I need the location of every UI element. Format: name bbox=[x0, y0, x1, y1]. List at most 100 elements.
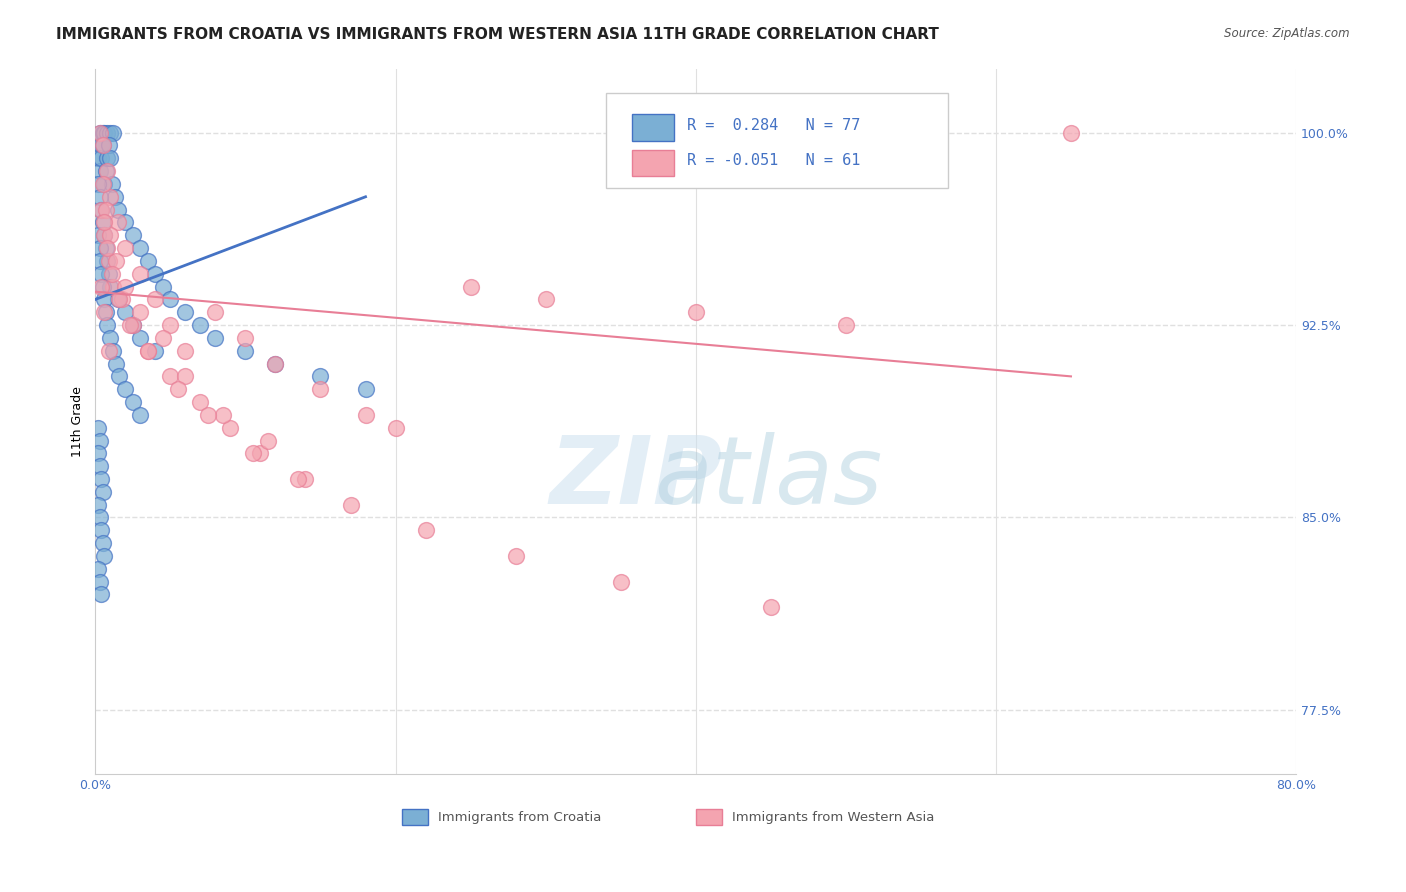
Point bbox=[264, 357, 287, 371]
Point bbox=[94, 241, 117, 255]
Point bbox=[174, 343, 197, 358]
Point bbox=[107, 293, 129, 307]
Point bbox=[97, 254, 120, 268]
Point bbox=[87, 498, 110, 512]
Point bbox=[145, 343, 167, 358]
Point bbox=[96, 318, 118, 332]
Point bbox=[204, 305, 226, 319]
Point bbox=[97, 138, 120, 153]
Text: IMMIGRANTS FROM CROATIA VS IMMIGRANTS FROM WESTERN ASIA 11TH GRADE CORRELATION C: IMMIGRANTS FROM CROATIA VS IMMIGRANTS FR… bbox=[56, 27, 939, 42]
Point bbox=[89, 164, 111, 178]
Point bbox=[89, 574, 111, 589]
Point bbox=[89, 126, 111, 140]
Point bbox=[309, 382, 332, 396]
Point bbox=[122, 318, 145, 332]
Point bbox=[93, 126, 115, 140]
Point bbox=[90, 524, 112, 538]
Point bbox=[190, 318, 212, 332]
Point bbox=[609, 574, 631, 589]
Bar bbox=[633, 114, 673, 141]
Point bbox=[415, 524, 437, 538]
Bar bbox=[633, 150, 673, 177]
Point bbox=[90, 279, 112, 293]
Point bbox=[136, 343, 159, 358]
Point bbox=[294, 472, 316, 486]
Text: R =  0.284   N = 77: R = 0.284 N = 77 bbox=[688, 118, 860, 133]
Point bbox=[90, 202, 112, 217]
Point bbox=[87, 420, 110, 434]
Point bbox=[108, 293, 131, 307]
Point bbox=[93, 228, 115, 243]
Point bbox=[93, 305, 115, 319]
Text: ZIP: ZIP bbox=[550, 432, 723, 524]
Point bbox=[98, 126, 121, 140]
Point bbox=[159, 318, 181, 332]
Point bbox=[89, 241, 111, 255]
Point bbox=[174, 305, 197, 319]
Point bbox=[90, 267, 112, 281]
Point bbox=[174, 369, 197, 384]
Point bbox=[204, 331, 226, 345]
Point bbox=[129, 331, 152, 345]
Point bbox=[101, 177, 124, 191]
Point bbox=[1060, 126, 1083, 140]
Bar bbox=[402, 809, 427, 825]
Point bbox=[87, 151, 110, 165]
Point bbox=[96, 151, 118, 165]
Point bbox=[97, 343, 120, 358]
Point bbox=[91, 177, 114, 191]
Point bbox=[94, 164, 117, 178]
Point bbox=[90, 472, 112, 486]
Point bbox=[287, 472, 309, 486]
Point bbox=[103, 343, 125, 358]
Point bbox=[93, 215, 115, 229]
Point bbox=[159, 369, 181, 384]
Point bbox=[91, 138, 114, 153]
Point bbox=[87, 228, 110, 243]
Point bbox=[89, 126, 111, 140]
Point bbox=[242, 446, 264, 460]
Point bbox=[107, 202, 129, 217]
Point bbox=[96, 164, 118, 178]
Point bbox=[98, 279, 121, 293]
Text: Immigrants from Western Asia: Immigrants from Western Asia bbox=[731, 811, 934, 823]
Point bbox=[118, 318, 141, 332]
Point bbox=[122, 228, 145, 243]
Point bbox=[91, 484, 114, 499]
Point bbox=[460, 279, 482, 293]
Point bbox=[235, 343, 257, 358]
Point bbox=[96, 254, 118, 268]
Point bbox=[235, 331, 257, 345]
Point bbox=[105, 254, 128, 268]
Point bbox=[129, 267, 152, 281]
Point bbox=[197, 408, 219, 422]
Point bbox=[103, 126, 125, 140]
Point bbox=[89, 190, 111, 204]
Point bbox=[122, 395, 145, 409]
Point bbox=[91, 126, 114, 140]
Point bbox=[89, 254, 111, 268]
Point bbox=[90, 151, 112, 165]
Point bbox=[309, 369, 332, 384]
Point bbox=[93, 293, 115, 307]
Point bbox=[87, 177, 110, 191]
Point bbox=[91, 279, 114, 293]
Point bbox=[145, 293, 167, 307]
Point bbox=[505, 549, 527, 563]
Point bbox=[114, 382, 136, 396]
Point bbox=[167, 382, 190, 396]
Point bbox=[129, 408, 152, 422]
Point bbox=[129, 305, 152, 319]
Point bbox=[114, 305, 136, 319]
Point bbox=[219, 420, 242, 434]
Y-axis label: 11th Grade: 11th Grade bbox=[72, 386, 84, 457]
Point bbox=[91, 215, 114, 229]
Point bbox=[90, 202, 112, 217]
Point bbox=[354, 382, 377, 396]
Point bbox=[257, 434, 280, 448]
Text: Source: ZipAtlas.com: Source: ZipAtlas.com bbox=[1225, 27, 1350, 40]
Point bbox=[190, 395, 212, 409]
Point bbox=[94, 305, 117, 319]
Point bbox=[101, 267, 124, 281]
Point bbox=[98, 228, 121, 243]
